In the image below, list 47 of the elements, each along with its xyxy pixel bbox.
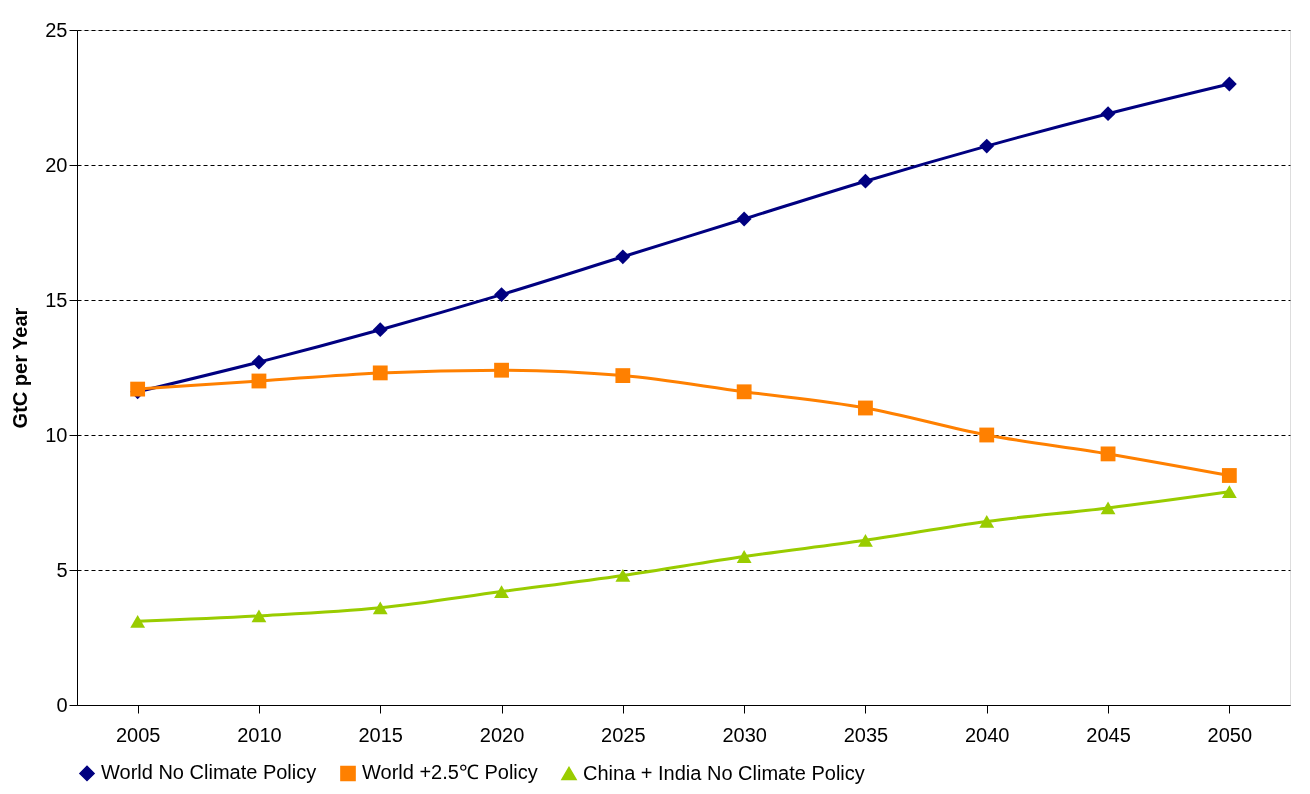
legend-label: World No Climate Policy — [101, 761, 317, 784]
point — [736, 384, 752, 400]
y-axis-title: GtC per Year — [9, 307, 32, 429]
x-tick-label: 2010 — [237, 723, 282, 746]
x-tick-label: 2040 — [965, 723, 1010, 746]
point — [736, 211, 752, 227]
x-tick-label: 2045 — [1086, 723, 1131, 746]
x-tick-label: 2035 — [843, 723, 889, 746]
y-tick-label: 15 — [45, 288, 68, 311]
x-tick-label: 2025 — [601, 723, 646, 746]
x-tick-label: 2005 — [115, 723, 161, 746]
x-tick-label: 2020 — [479, 723, 525, 746]
point — [1100, 106, 1116, 122]
point — [1221, 485, 1237, 499]
x-tick-label: 2030 — [722, 723, 767, 746]
y-tick-label: 25 — [45, 18, 68, 41]
point — [615, 368, 631, 384]
point — [494, 287, 509, 303]
point — [858, 533, 873, 547]
point — [372, 601, 388, 615]
y-tick-label: 0 — [56, 693, 68, 716]
y-tick-label: 10 — [45, 423, 68, 446]
point — [251, 609, 267, 623]
point — [1100, 501, 1116, 515]
point — [858, 400, 873, 416]
point — [494, 362, 509, 378]
point — [736, 550, 752, 563]
point — [130, 614, 146, 628]
point — [1221, 468, 1237, 483]
point — [979, 514, 995, 528]
point — [615, 568, 631, 582]
point — [858, 173, 873, 189]
point — [979, 427, 995, 443]
legend-label: China + India No Climate Policy — [583, 761, 865, 784]
legend-label: World +2.5℃ Policy — [362, 761, 538, 784]
x-tick-label: 2015 — [358, 723, 403, 746]
point — [372, 322, 388, 338]
point — [979, 138, 995, 154]
point — [1221, 76, 1237, 92]
point — [251, 354, 267, 370]
y-tick-label: 5 — [56, 558, 68, 581]
point — [494, 585, 509, 599]
point — [615, 249, 631, 265]
x-tick-label: 2050 — [1207, 723, 1253, 746]
y-tick-label: 20 — [45, 153, 68, 176]
point — [1100, 446, 1116, 462]
point — [372, 365, 388, 381]
